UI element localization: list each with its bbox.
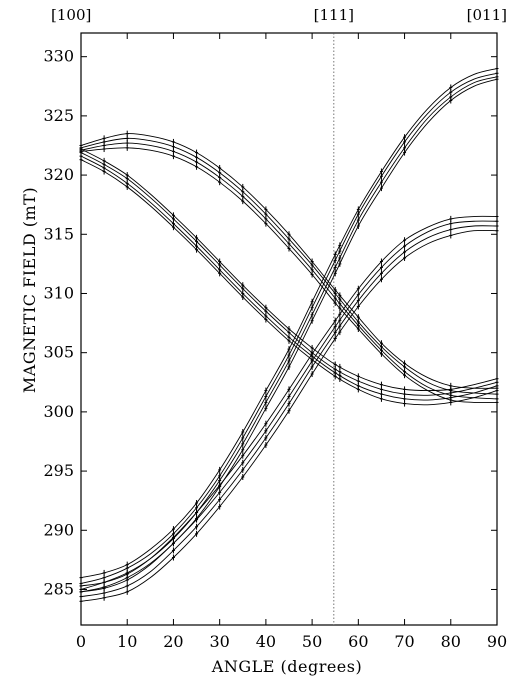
series-line: [80, 229, 498, 602]
series-line: [80, 68, 498, 579]
x-tick-label: 30: [209, 632, 229, 651]
x-tick-label: 20: [163, 632, 183, 651]
y-tick-label: 295: [43, 461, 74, 480]
y-tick-label: 310: [43, 283, 74, 302]
y-tick-label: 330: [43, 47, 74, 66]
x-tick-label: 70: [394, 632, 414, 651]
crystal-direction-labels: [100] [111] [011]: [51, 6, 507, 24]
plot-frame: [80, 32, 498, 626]
y-tick-label: 300: [43, 402, 74, 421]
y-tick-label: 285: [43, 579, 74, 598]
y-tick-label: 320: [43, 165, 74, 184]
plot-border: [80, 32, 498, 626]
direction-label: [100]: [51, 6, 91, 24]
y-tick-label: 325: [43, 106, 74, 125]
y-tick-label: 305: [43, 343, 74, 362]
x-tick-label: 80: [441, 632, 461, 651]
x-tick-label: 40: [256, 632, 276, 651]
x-axis-title: ANGLE (degrees): [211, 657, 362, 676]
y-axis-title: MAGNETIC FIELD (mT): [20, 187, 39, 393]
x-tick-label: 0: [76, 632, 86, 651]
y-axis-ticks: 285 290 295 300 305 310 315 320 325 330: [43, 47, 497, 598]
x-axis-ticks: 0 10 20 30 40 50 60 70 80 90: [76, 33, 507, 651]
x-tick-label: 50: [302, 632, 322, 651]
x-tick-label: 90: [487, 632, 507, 651]
y-tick-label: 315: [43, 224, 74, 243]
y-tick-label: 290: [43, 520, 74, 539]
direction-label: [111]: [314, 6, 354, 24]
direction-label: [011]: [467, 6, 507, 24]
x-tick-label: 60: [348, 632, 368, 651]
x-tick-label: 10: [117, 632, 137, 651]
markers-group: [79, 65, 499, 605]
